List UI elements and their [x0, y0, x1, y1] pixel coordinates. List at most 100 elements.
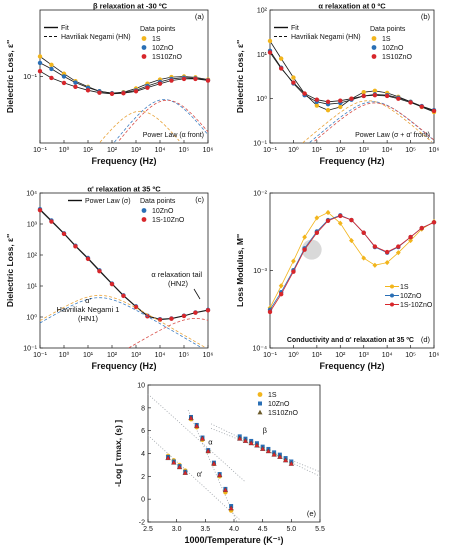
- panel-label: (a): [195, 12, 205, 21]
- y-tick-label: 0: [141, 497, 145, 504]
- data-point-1S: [278, 283, 284, 289]
- data-point-1S10ZnO: [193, 76, 198, 82]
- data-point-1S-10ZnO: [325, 218, 331, 223]
- panel-label: (c): [195, 195, 204, 204]
- data-point-1S: [325, 107, 331, 113]
- x-tick-label: 5.5: [315, 526, 325, 533]
- y-axis-label: -Log [ τmax, (s) ]: [113, 420, 123, 487]
- y-tick-label: 10²: [27, 253, 38, 260]
- data-point-10ZnO: [61, 74, 67, 79]
- x-tick-label: 10⁵: [179, 147, 190, 154]
- legend-marker-1S10ZnO: [141, 54, 147, 59]
- annotation-alpha-prime: α': [85, 296, 91, 305]
- panel-title: β relaxation at -30 ºC: [93, 2, 168, 11]
- legend-marker-10ZnO: [141, 208, 147, 213]
- data-point-1S-10ZnO: [109, 281, 115, 287]
- y-tick-label: 4: [141, 451, 145, 458]
- data-point-1S-10ZnO: [85, 256, 91, 262]
- data-point-1S10ZnO: [265, 448, 272, 454]
- y-tick-label: 6: [141, 428, 145, 435]
- data-point-1S-10ZnO: [349, 217, 354, 223]
- x-tick-label: 4.0: [229, 526, 239, 533]
- data-point-1S-10ZnO: [121, 293, 126, 299]
- annotation: Power Law (α front): [143, 132, 204, 139]
- y-tick-label: 10⁰: [26, 314, 37, 322]
- hn2-curve: [128, 317, 209, 349]
- data-point-1S-10ZnO: [181, 313, 187, 319]
- x-tick-label: 10⁻¹: [33, 352, 47, 359]
- panel-c: 10⁻¹ 10⁰ 10¹ 10² 10³ 10⁴ 10⁵ 10⁶ 10⁻¹ 10⁰ 10¹ 10² 10…: [5, 185, 213, 372]
- data-point-1S10ZnO: [211, 460, 217, 466]
- legend-label: 1S-10ZnO: [400, 302, 433, 309]
- label-beta: β: [263, 426, 268, 435]
- data-point-1S-10ZnO: [408, 234, 413, 240]
- y-tick-label: 10¹: [27, 284, 38, 291]
- x-tick-label: 10⁴: [155, 352, 166, 359]
- data-point-1S: [349, 237, 354, 244]
- data-point-1S10ZnO: [61, 80, 67, 86]
- plot-frame: [147, 384, 321, 523]
- legend-label: 1S10ZnO: [152, 54, 183, 61]
- legend-label: 10ZnO: [152, 45, 174, 52]
- data-point-1S: [372, 262, 378, 268]
- label-alpha-prime: α': [197, 469, 203, 478]
- annotation-tail: α relaxation tail: [151, 270, 202, 279]
- legend-title: Data points: [370, 26, 406, 33]
- legend-marker-1S: [371, 36, 377, 41]
- data-point-1S10ZnO: [325, 99, 331, 104]
- data-point-1S10ZnO: [384, 93, 390, 99]
- data-point-1S10ZnO: [217, 472, 223, 478]
- legend-marker-1S: [390, 284, 394, 289]
- legend-label: 1S: [382, 36, 391, 43]
- data-point-1S10ZnO: [109, 91, 115, 96]
- data-point-1S10ZnO: [73, 84, 78, 90]
- legend-marker-1S10ZnO: [257, 409, 263, 415]
- annotation: Power Law (σ + α' front): [355, 132, 430, 139]
- x-tick-label: 10⁵: [179, 352, 190, 359]
- plot-frame: [39, 192, 209, 349]
- legend-marker-1S: [257, 392, 263, 397]
- hn-curve-1S: [99, 110, 180, 143]
- x-tick-label: 10²: [335, 147, 346, 154]
- data-point-1S10ZnO: [431, 108, 437, 114]
- data-point-1S10ZnO: [222, 487, 229, 492]
- panel-a: 10⁻¹ 10⁰ 10¹ 10² 10³ 10⁴ 10⁵ 10⁶ 10⁻¹ Frequency (…: [5, 2, 213, 167]
- data-point-1S10ZnO: [248, 440, 254, 446]
- data-point-1S10ZnO: [302, 91, 307, 96]
- data-point-1S-10ZnO: [278, 291, 284, 297]
- legend-label: 1S: [268, 392, 277, 399]
- legend-label: Fit: [291, 25, 299, 32]
- panel-title: α relaxation at 0 ºC: [318, 2, 386, 11]
- data-point-1S10ZnO: [260, 446, 266, 451]
- hn-curve-1S: [302, 100, 432, 144]
- data-point-10ZnO: [49, 66, 54, 72]
- x-tick-label: 10³: [131, 352, 142, 359]
- data-point-1S: [361, 255, 367, 261]
- data-point-1S: [314, 103, 320, 108]
- data-point-1S: [337, 220, 343, 226]
- data-point-1S10ZnO: [254, 442, 260, 448]
- y-tick-label: 10⁻¹: [253, 141, 267, 148]
- guide-line: [147, 393, 246, 483]
- x-tick-label: 10⁶: [429, 147, 440, 154]
- data-point-1S10ZnO: [267, 50, 273, 55]
- y-tick-label: 10⁴: [26, 191, 37, 198]
- y-axis-label: Loss Modulus, M'': [235, 234, 245, 307]
- data-point-1S-10ZnO: [97, 269, 102, 274]
- panel-title: α' relaxation at 35 ºC: [87, 185, 161, 194]
- x-tick-label: 10²: [335, 352, 346, 359]
- data-point-1S10ZnO: [182, 469, 188, 475]
- panel-e: 2.5 3.0 3.5 4.0 4.5 5.0 5.5 -2 0 2 4 6 8 10 1000/Tempe…: [113, 383, 325, 546]
- annotation-hn1: Havriliak Negami 1: [57, 305, 120, 314]
- data-point-1S: [384, 259, 390, 266]
- y-tick-label: 10: [137, 383, 145, 390]
- data-point-1S10ZnO: [145, 85, 150, 90]
- data-point-1S10ZnO: [121, 91, 126, 96]
- data-point-1S10ZnO: [277, 454, 283, 459]
- x-tick-label: 4.5: [258, 526, 268, 533]
- data-point-1S10ZnO: [157, 81, 163, 86]
- legend-label: 1S10ZnO: [268, 410, 299, 417]
- legend-label: Havriliak Negami (HN): [61, 34, 131, 41]
- data-point-1S: [49, 62, 54, 67]
